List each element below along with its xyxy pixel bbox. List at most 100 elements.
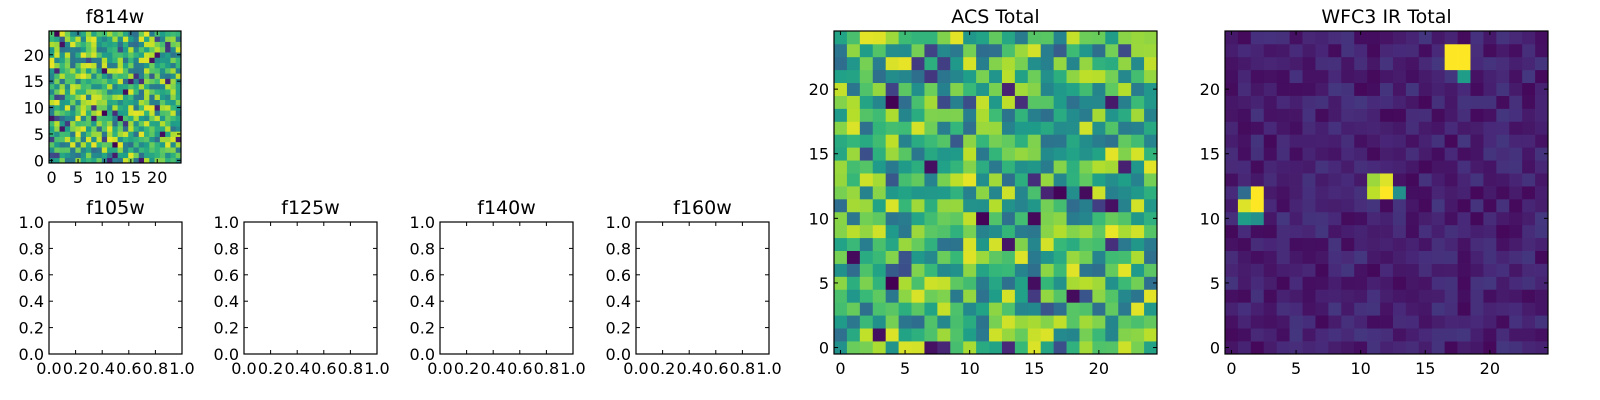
heatmap-cell [1444,173,1458,187]
heatmap-cell [175,46,182,53]
heatmap-cell [924,315,938,329]
heatmap-cell [1014,43,1029,58]
heatmap-cell [149,41,155,48]
heatmap-cell [1470,302,1484,316]
heatmap-cell [1509,108,1523,122]
heatmap-cell [1380,95,1394,109]
heatmap-cell [1105,95,1119,109]
heatmap-cell [1405,69,1420,84]
heatmap-cell [54,41,60,48]
heatmap-cell [911,341,925,355]
heatmap-cell [1144,328,1158,342]
heatmap-cell [70,31,76,37]
heatmap-cell [1522,82,1536,96]
heatmap-cell [49,110,55,116]
heatmap-cell [1470,31,1484,45]
heatmap-cell [1522,328,1536,342]
heatmap-cell [898,263,912,277]
heatmap-cell [122,99,129,106]
heatmap-cell [1263,341,1278,355]
heatmap-cell [96,73,103,79]
heatmap-cell [1509,276,1523,290]
heatmap-cell [54,89,60,95]
heatmap-cell [859,31,874,45]
heatmap-cell [1027,341,1042,355]
heatmap-cell [1237,43,1252,58]
heatmap-cell [872,302,887,316]
heatmap-cell [1040,237,1054,251]
heatmap-cell [138,136,145,143]
heatmap-cell [159,67,166,74]
heatmap-cell [1131,341,1145,355]
heatmap-cell [911,328,925,342]
heatmap-cell [1431,224,1445,239]
heatmap-cell [1457,186,1471,200]
heatmap-cell [1053,224,1067,239]
heatmap-cell [91,73,97,79]
heatmap-cell [1405,250,1420,264]
heatmap-cell [1237,315,1252,329]
heatmap-cell [963,198,977,213]
heatmap-cell [1418,341,1433,355]
heatmap-cell [144,78,150,85]
heatmap-cell [159,89,166,95]
heatmap-cell [54,83,60,90]
heatmap-cell [1027,302,1042,316]
heatmap-cell [159,136,166,143]
heatmap-cell [1380,237,1394,251]
heatmap-cell [112,115,118,122]
heatmap-cell [1131,147,1145,161]
heatmap-cell [1341,250,1355,264]
heatmap-cell [1092,198,1106,213]
heatmap-cell [59,62,66,69]
heatmap-cell [834,186,848,200]
heatmap-cell [165,147,171,153]
heatmap-cell [1470,173,1484,187]
heatmap-cell [1118,95,1132,109]
x-tick-label: 20 [147,168,167,187]
heatmap-cell [165,36,171,42]
heatmap-cell [49,89,55,95]
heatmap-cell [872,315,887,329]
heatmap-cell [846,263,861,277]
heatmap-cell [1302,289,1316,303]
heatmap-cell [49,73,55,79]
heatmap-cell [154,94,161,100]
heatmap-cell [54,78,60,85]
heatmap-cell [1053,56,1067,71]
heatmap-cell [937,315,951,329]
heatmap-cell [898,82,912,96]
heatmap-cell [1131,56,1145,71]
heatmap-cell [1444,328,1458,342]
heatmap-cell [937,186,951,200]
heatmap-cell [175,41,182,48]
heatmap-cell [1405,186,1420,200]
heatmap-cell [80,99,87,106]
heatmap-cell [170,99,177,106]
heatmap-cell [1105,173,1119,187]
heatmap-cell [924,224,938,239]
heatmap-cell [96,152,103,159]
heatmap-cell [101,62,108,69]
heatmap-cell [1079,276,1093,290]
y-tick-label: 0.2 [19,319,44,338]
heatmap-cell [834,56,848,71]
heatmap-cell [1302,82,1316,96]
heatmap-cell [107,126,113,132]
heatmap-cell [1405,108,1420,122]
heatmap-cell [175,73,182,79]
heatmap-cell [170,141,177,148]
heatmap-cell [1276,315,1290,329]
heatmap-cell [1483,211,1497,226]
heatmap-cell [1392,43,1407,58]
heatmap-cell [128,73,134,79]
heatmap-cell [1470,147,1484,161]
heatmap-cell [1066,276,1080,290]
heatmap-cell [1263,198,1278,213]
heatmap-cell [1001,121,1016,135]
heatmap-cell [1237,186,1252,200]
heatmap-cell [175,141,182,148]
heatmap-cell [1405,302,1420,316]
x-tick-label: 15 [1024,359,1044,378]
heatmap-cell [1405,315,1420,329]
